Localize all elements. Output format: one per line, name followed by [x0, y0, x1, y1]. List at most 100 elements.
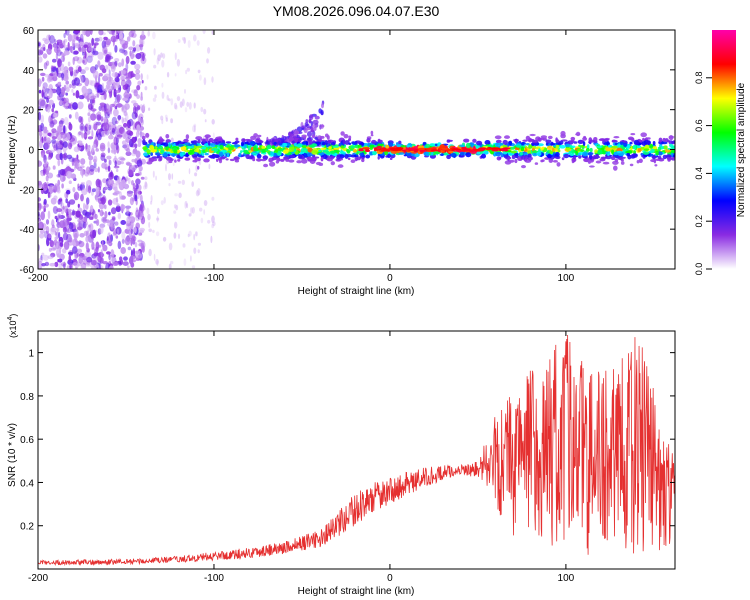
noise-speck [95, 148, 99, 152]
noise-speck [82, 59, 85, 64]
band-speck [329, 155, 335, 160]
noise-speck [113, 165, 120, 169]
noise-speck [173, 210, 177, 214]
noise-speck [43, 126, 48, 131]
noise-speck [79, 75, 83, 79]
noise-speck [140, 73, 143, 81]
noise-speck [92, 70, 99, 79]
colorbar-ticks: 0.0 0.2 0.4 0.6 0.8 [694, 72, 712, 275]
band-speck [145, 132, 150, 138]
noise-speck [97, 166, 100, 173]
noise-speck [92, 50, 99, 56]
noise-speck [105, 65, 108, 70]
noise-speck [67, 142, 73, 150]
noise-speck [56, 208, 63, 213]
noise-speck [108, 159, 111, 167]
noise-speck [65, 198, 68, 204]
noise-speck [93, 252, 99, 257]
band-speck [597, 149, 603, 155]
band-speck [370, 130, 374, 135]
noise-speck [174, 73, 177, 77]
band-speck [556, 162, 561, 167]
bump-speck [288, 131, 292, 137]
noise-speck [60, 55, 65, 63]
band-speck [495, 151, 502, 157]
noise-speck [66, 265, 70, 269]
noise-speck [65, 30, 70, 36]
noise-speck [170, 137, 174, 143]
band-speck [146, 161, 153, 165]
noise-speck [72, 50, 79, 55]
noise-speck [65, 92, 68, 96]
noise-speck [79, 41, 84, 46]
noise-speck [57, 81, 62, 86]
noise-speck [139, 227, 145, 232]
band-speck [540, 135, 548, 139]
noise-speck [48, 184, 55, 194]
band-speck [346, 150, 351, 154]
noise-speck [95, 246, 99, 253]
noise-speck [116, 203, 120, 208]
noise-speck [56, 41, 59, 49]
band-speck [324, 140, 328, 145]
noise-speck [54, 38, 57, 45]
band-speck [168, 160, 173, 164]
band-speck [582, 151, 588, 157]
noise-speck [146, 207, 150, 215]
noise-speck [187, 40, 191, 48]
chart-title: YM08.2026.096.04.07.E30 [273, 3, 440, 19]
noise-speck [186, 101, 190, 107]
noise-speck [45, 60, 50, 66]
band-speck [450, 153, 457, 158]
y-tick-label: 1 [28, 349, 34, 360]
noise-speck [88, 116, 91, 123]
noise-speck [83, 30, 87, 36]
noise-speck [184, 89, 186, 94]
band-speck [555, 152, 560, 157]
noise-speck [128, 46, 134, 51]
band-speck [185, 152, 189, 158]
noise-speck [110, 234, 113, 243]
band-speck [446, 139, 451, 143]
noise-speck [52, 165, 56, 170]
noise-speck [94, 167, 99, 173]
noise-speck [106, 251, 111, 255]
noise-speck [80, 116, 84, 125]
noise-speck [93, 123, 98, 131]
band-speck [192, 159, 198, 163]
noise-speck [48, 149, 55, 153]
noise-speck [75, 160, 80, 170]
noise-speck [56, 131, 63, 141]
noise-speck [51, 224, 55, 228]
band-speck [534, 162, 539, 165]
noise-speck [144, 176, 148, 181]
noise-speck [122, 261, 129, 266]
noise-speck [170, 118, 174, 124]
noise-speck [81, 46, 87, 54]
noise-speck [46, 237, 50, 247]
noise-speck [41, 252, 45, 257]
noise-speck [39, 229, 46, 234]
band-speck [295, 130, 299, 135]
band-speck [575, 150, 579, 156]
noise-speck [155, 175, 158, 181]
band-speck [637, 148, 642, 153]
band-speck [165, 156, 173, 161]
band-speck [261, 145, 266, 149]
noise-speck [58, 231, 61, 239]
noise-speck [57, 58, 62, 68]
noise-speck [59, 169, 66, 176]
y-tick-label: 20 [23, 106, 35, 117]
noise-speck [181, 179, 185, 185]
band-speck [540, 159, 544, 163]
noise-speck [98, 179, 102, 189]
noise-speck [120, 157, 126, 161]
core-speck [491, 149, 499, 152]
noise-speck [44, 39, 50, 45]
noise-speck [196, 40, 200, 46]
noise-speck [71, 88, 74, 93]
noise-speck [56, 138, 60, 147]
band-speck [640, 132, 647, 138]
band-speck [185, 134, 190, 140]
noise-speck [63, 47, 67, 51]
